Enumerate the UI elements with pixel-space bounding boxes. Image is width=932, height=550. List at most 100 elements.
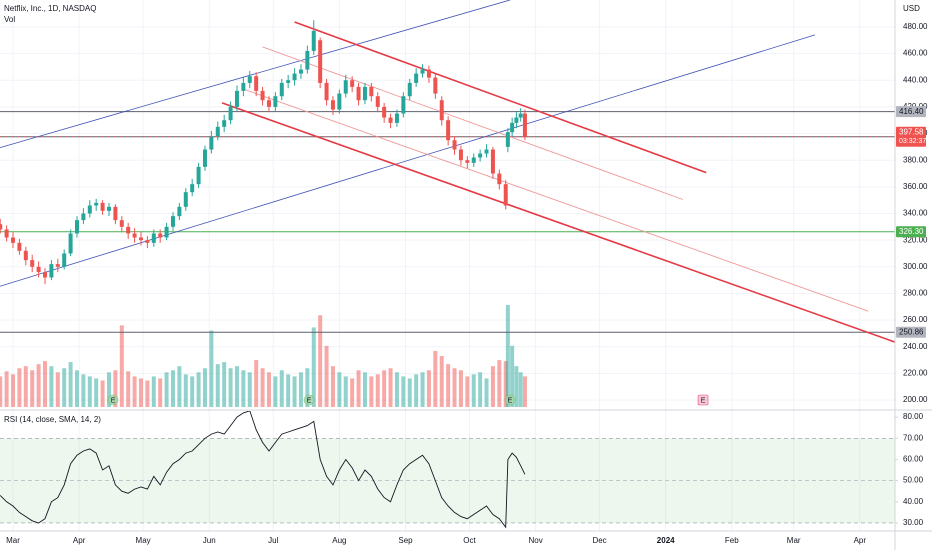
candle-body: [426, 69, 431, 78]
volume-bar: [458, 370, 463, 407]
candle-body: [452, 140, 457, 150]
x-tick-label: Feb: [725, 536, 739, 545]
trendline: [0, 0, 511, 149]
y-tick-label: 380.00: [903, 155, 928, 164]
candle-body: [87, 205, 92, 214]
volume-bar: [43, 361, 48, 407]
candle-body: [311, 30, 316, 51]
candle-body: [62, 253, 67, 267]
candle-body: [55, 264, 60, 267]
volume-bar: [228, 368, 233, 407]
volume-bar: [305, 368, 310, 407]
volume-bar: [113, 370, 118, 407]
candle-body: [433, 77, 438, 94]
volume-bar: [151, 376, 156, 407]
y-tick-label: 340.00: [903, 209, 928, 218]
volume-bar: [75, 370, 80, 407]
volume-bar: [62, 368, 67, 407]
candle-body: [420, 69, 425, 74]
candle-body: [286, 80, 291, 83]
volume-bar: [215, 364, 220, 407]
volume-bar: [510, 345, 515, 407]
y-tick-label: 240.00: [903, 342, 928, 351]
candle-body: [209, 136, 214, 150]
candle-body: [343, 80, 348, 94]
candle-body: [414, 73, 419, 83]
candle-body: [458, 149, 463, 161]
volume-bar: [433, 350, 438, 407]
volume-bar: [132, 376, 137, 407]
volume-bar: [36, 364, 41, 407]
candle-body: [158, 233, 163, 238]
x-tick-label: 2024: [657, 536, 675, 545]
candle-body: [36, 266, 41, 273]
x-tick-label: Jul: [268, 536, 278, 545]
volume-bar: [49, 366, 54, 407]
volume-bar: [87, 376, 92, 407]
candle-body: [94, 202, 99, 206]
candle-body: [164, 226, 169, 238]
candle-body: [298, 69, 303, 74]
rsi-tick-label: 80.00: [903, 412, 924, 421]
event-label: E: [307, 397, 312, 404]
candle-body: [190, 184, 195, 193]
x-tick-label: Aug: [332, 536, 346, 545]
rsi-tick-label: 40.00: [903, 497, 924, 506]
price-pane: [0, 0, 895, 407]
y-tick-label: 480.00: [903, 22, 928, 31]
volume-bar: [23, 366, 28, 407]
candle-body: [273, 96, 278, 107]
volume-bar: [505, 305, 510, 407]
volume-bar: [260, 368, 265, 407]
candle-body: [518, 113, 523, 118]
candle-body: [484, 149, 489, 154]
candle-body: [151, 233, 156, 243]
candle-body: [330, 100, 335, 110]
volume-bar: [522, 376, 527, 407]
volume-bar: [177, 366, 182, 407]
candle-body: [247, 76, 252, 83]
volume-bar: [343, 376, 348, 407]
rsi-pane: [0, 411, 895, 529]
candle-body: [196, 166, 201, 185]
y-tick-label: 460.00: [903, 49, 928, 58]
x-tick-label: Nov: [528, 536, 542, 545]
candle-body: [241, 82, 246, 91]
volume-bar: [81, 374, 86, 407]
candle-body: [478, 153, 483, 158]
volume-bar: [164, 372, 169, 407]
volume-bar: [68, 362, 73, 407]
candle-body: [106, 206, 111, 211]
y-tick-label: 300.00: [903, 262, 928, 271]
volume-bar: [465, 376, 470, 407]
trendline: [245, 89, 869, 312]
event-marker: [107, 394, 119, 406]
last-price: 397.58: [899, 127, 924, 136]
volume-bar: [369, 376, 374, 407]
volume-bar: [394, 372, 399, 407]
candle-body: [407, 82, 412, 97]
event-marker: [504, 394, 516, 406]
x-tick-label: Dec: [592, 536, 606, 545]
candle-body: [292, 73, 297, 81]
candle-body: [439, 100, 444, 121]
rsi-tick-label: 50.00: [903, 476, 924, 485]
event-label: E: [701, 397, 706, 404]
candle-body: [401, 96, 406, 114]
volume-bar: [337, 372, 342, 407]
volume-bar: [446, 364, 451, 407]
candle-body: [471, 157, 476, 163]
volume-bar: [518, 372, 523, 407]
rsi-label: RSI (14, close, SMA, 14, 2): [4, 415, 101, 424]
candle-body: [132, 233, 137, 238]
level-label-box: [896, 106, 926, 118]
trendline: [294, 21, 707, 174]
candle-body: [490, 149, 495, 174]
rsi-tick-label: 60.00: [903, 455, 924, 464]
y-tick-label: 440.00: [903, 75, 928, 84]
volume-bar: [420, 372, 425, 407]
volume-bar: [273, 376, 278, 407]
event-marker: [303, 394, 315, 406]
candle-body: [30, 260, 35, 267]
